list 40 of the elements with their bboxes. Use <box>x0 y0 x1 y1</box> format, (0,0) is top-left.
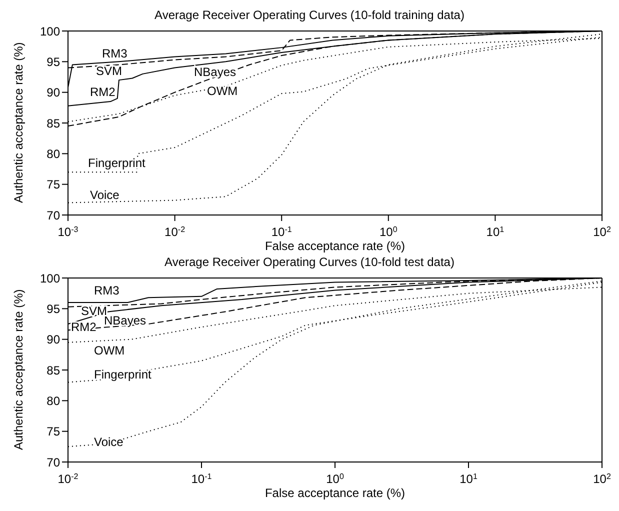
y-tick-label: 70 <box>46 455 60 470</box>
y-tick-label: 75 <box>46 424 60 439</box>
x-tick-label: 10$^{2}$ <box>593 472 612 486</box>
y-tick-label: 95 <box>46 54 60 69</box>
x-tick-label: 10$^{1}$ <box>486 224 505 239</box>
x-tick-label: 10$^{0}$ <box>379 224 398 239</box>
series-label: RM3 <box>94 284 120 298</box>
x-tick-label: 10$^{-1}$ <box>271 224 292 239</box>
y-tick-label: 85 <box>46 116 60 130</box>
series-label: RM3 <box>102 46 128 61</box>
series-label: OWM <box>207 84 238 98</box>
y-tick-label: 100 <box>40 24 60 38</box>
series-label: Voice <box>90 188 120 202</box>
y-tick-label: 95 <box>46 302 60 316</box>
y-tick-label: 100 <box>40 271 60 286</box>
x-tick-label: 10$^{-1}$ <box>191 472 212 486</box>
x-axis-title: False acceptance rate (%) <box>264 239 406 253</box>
y-tick-label: 80 <box>46 394 60 408</box>
x-tick-label: 10$^{2}$ <box>593 224 612 239</box>
series-label: RM2 <box>90 85 116 99</box>
series-label: OWM <box>94 344 125 358</box>
y-axis-title: Authentic acceptance rate (%) <box>11 289 26 450</box>
x-tick-label: 10$^{-2}$ <box>58 472 79 486</box>
x-axis-title: False acceptance rate (%) <box>264 486 406 500</box>
y-tick-label: 90 <box>46 86 60 100</box>
x-tick-label: 10$^{0}$ <box>326 472 344 486</box>
series-label: SVM <box>96 64 122 78</box>
y-tick-label: 75 <box>46 178 60 192</box>
y-axis-title: Authentic acceptance rate (%) <box>11 42 26 203</box>
y-tick-label: 90 <box>46 332 60 347</box>
chart-title: Average Receiver Operating Curves (10-fold training data) <box>154 8 466 22</box>
chart-title: Average Receiver Operating Curves (10-fold test data) <box>164 255 456 269</box>
series-label: Voice <box>94 434 124 449</box>
y-tick-label: 85 <box>46 363 60 378</box>
x-tick-label: 10$^{1}$ <box>460 472 478 486</box>
y-tick-label: 70 <box>46 208 60 222</box>
y-tick-label: 80 <box>46 146 60 161</box>
x-tick-label: 10$^{-2}$ <box>164 224 186 239</box>
series-label: Fingerprint <box>88 156 146 170</box>
x-tick-label: 10$^{-3}$ <box>58 224 79 239</box>
